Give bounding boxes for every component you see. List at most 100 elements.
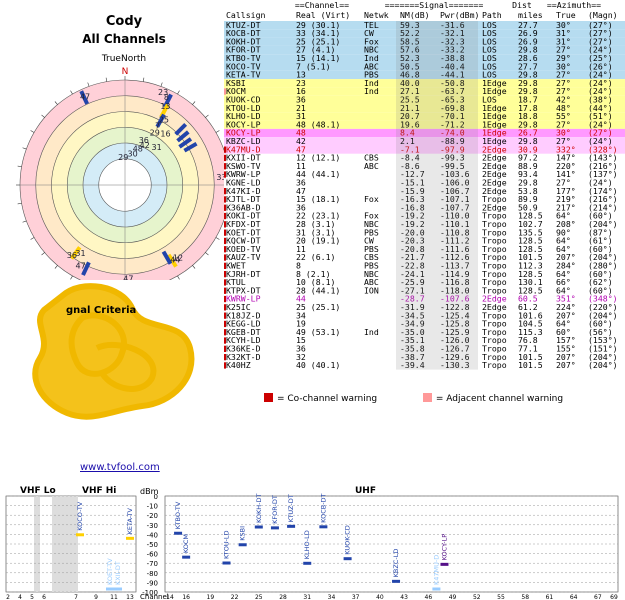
section-title: VHF Hi bbox=[82, 486, 116, 496]
warning-marker bbox=[224, 196, 226, 203]
table-cell: 18.7 bbox=[518, 95, 538, 105]
table-cell: Tropo bbox=[482, 344, 507, 354]
compass-tick bbox=[17, 165, 22, 168]
table-cell: 207° bbox=[556, 352, 576, 362]
table-cell: -129.6 bbox=[440, 352, 470, 362]
table-cell: KQCW-DT bbox=[226, 236, 261, 246]
table-cell: 101.5 bbox=[518, 360, 543, 370]
compass-tick bbox=[177, 275, 180, 280]
table-cell: 30.9 bbox=[518, 144, 538, 154]
table-cell: 351° bbox=[556, 294, 576, 304]
warning-marker bbox=[224, 329, 226, 336]
table-cell: 48 bbox=[296, 128, 306, 138]
warning-marker bbox=[224, 262, 226, 269]
table-cell: 19.6 bbox=[400, 119, 420, 129]
radar-marker bbox=[161, 250, 173, 265]
table-cell: KOCY-LP bbox=[226, 128, 261, 138]
table-cell: 44 (44.1) bbox=[296, 169, 340, 179]
table-cell: -107.7 bbox=[440, 202, 470, 212]
table-cell: 2Edge bbox=[482, 169, 507, 179]
x-tick-label: 28 bbox=[279, 594, 287, 600]
warning-marker bbox=[224, 345, 226, 352]
table-cell: KOET-DT bbox=[226, 227, 261, 237]
table-cell: 93.4 bbox=[518, 169, 538, 179]
station-label: KOKH-DT bbox=[255, 493, 263, 523]
x-tick-label: 43 bbox=[400, 594, 408, 600]
table-cell: (61°) bbox=[588, 236, 613, 246]
radar-marker bbox=[155, 113, 166, 128]
table-cell: (204°) bbox=[588, 310, 618, 320]
table-row bbox=[224, 87, 625, 96]
table-cell: 29 (30.1) bbox=[296, 20, 340, 30]
table-cell: KOKI-DT bbox=[226, 211, 261, 221]
table-cell: 284° bbox=[556, 261, 576, 271]
scribble-graphic bbox=[32, 283, 195, 420]
table-cell: KXII-DT bbox=[226, 153, 261, 163]
section-title: UHF bbox=[355, 486, 376, 496]
section-title: VHF Lo bbox=[20, 486, 56, 496]
station-label: KETA-TV bbox=[126, 507, 134, 534]
table-cell: 27 (4.1) bbox=[296, 45, 335, 55]
x-tick-label: 9 bbox=[94, 594, 98, 600]
spectrum-frame bbox=[5, 495, 619, 593]
table-header: ==Channel== =======Signal======= Dist ==Azi… bbox=[226, 0, 618, 20]
tvfool-link[interactable]: www.tvfool.com bbox=[80, 462, 160, 473]
table-cell: 102.7 bbox=[518, 219, 543, 229]
compass-tick bbox=[41, 252, 45, 256]
table-cell: -118.0 bbox=[440, 285, 470, 295]
vhf-shade bbox=[52, 496, 78, 592]
table-cell: 26.9 bbox=[518, 28, 538, 38]
table-cell: 207° bbox=[556, 252, 576, 262]
table-cell: 26.7 bbox=[518, 128, 538, 138]
table-cell: KOCM bbox=[226, 86, 246, 96]
station-bar bbox=[392, 579, 401, 583]
table-cell: KTUZ-DT bbox=[226, 20, 261, 30]
table-cell: 27° bbox=[556, 136, 571, 146]
station-bar bbox=[238, 543, 247, 547]
table-cell: -122.8 bbox=[440, 302, 470, 312]
table-cell: -24.1 bbox=[400, 269, 425, 279]
table-cell: (87°) bbox=[588, 227, 613, 237]
warning-marker bbox=[224, 320, 226, 328]
table-row bbox=[224, 236, 625, 246]
table-cell: 332° bbox=[556, 144, 576, 154]
station-bar bbox=[254, 525, 263, 529]
table-cell: (24°) bbox=[588, 70, 613, 80]
table-cell: KTUL bbox=[226, 277, 246, 287]
table-cell: (60°) bbox=[588, 269, 613, 279]
station-label: KXII-DT bbox=[114, 561, 122, 585]
table-cell: 42 bbox=[296, 136, 306, 146]
y-tick-label: -40 bbox=[147, 531, 158, 539]
station-label: KTOU-LD bbox=[223, 530, 231, 559]
table-cell: 32 bbox=[296, 352, 306, 362]
table-cell: 1Edge bbox=[482, 111, 507, 121]
table-cell: 59.3 bbox=[400, 20, 420, 30]
table-cell: ABC bbox=[364, 277, 379, 287]
station-bar bbox=[114, 587, 122, 591]
radar-label: 25 bbox=[159, 116, 169, 125]
radar-label: 47 bbox=[76, 261, 86, 270]
table-cell: (280°) bbox=[588, 261, 618, 271]
table-cell: (220°) bbox=[588, 302, 618, 312]
table-cell: 115.3 bbox=[518, 327, 543, 337]
table-cell: -114.9 bbox=[440, 269, 470, 279]
table-cell: 11 bbox=[296, 161, 306, 171]
table-row bbox=[224, 120, 625, 129]
radar-marker bbox=[81, 261, 91, 276]
table-cell: PBS bbox=[364, 244, 379, 254]
table-cell: (204°) bbox=[588, 360, 618, 370]
table-cell: Tropo bbox=[482, 194, 507, 204]
table-cell: 2Edge bbox=[482, 161, 507, 171]
cochannel-legend-text: = Co-channel warning bbox=[277, 394, 378, 404]
y-tick-label: -30 bbox=[147, 522, 158, 530]
table-cell: -70.1 bbox=[440, 111, 465, 121]
table-cell: (24°) bbox=[588, 86, 613, 96]
radar-label: 33 bbox=[216, 173, 226, 182]
table-cell: (60°) bbox=[588, 211, 613, 221]
table-cell: -16.3 bbox=[400, 194, 425, 204]
radar-label: 23 bbox=[158, 88, 168, 97]
table-cell: Fox bbox=[364, 211, 379, 221]
table-row bbox=[224, 328, 625, 337]
station-bar bbox=[287, 524, 296, 528]
radar-label: 48 bbox=[133, 145, 143, 154]
